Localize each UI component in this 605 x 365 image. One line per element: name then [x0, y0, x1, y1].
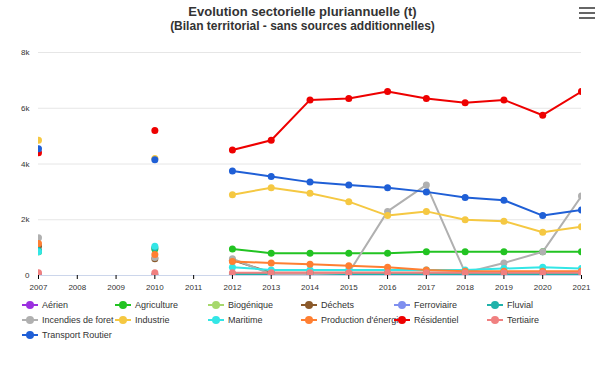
- html-text:Evolution sectorielle pluriann: Evolution sectorielle pluriannuelle (t): [188, 4, 417, 19]
- html-text:Biogénique: Biogénique: [228, 299, 273, 310]
- svg-text:2014: 2014: [301, 283, 319, 292]
- html-text:Incendies de foret: Incendies de foret: [42, 314, 114, 325]
- svg-text:4k: 4k: [21, 160, 30, 169]
- svg-text:2020: 2020: [534, 283, 552, 292]
- svg-text:2017: 2017: [417, 283, 435, 292]
- html-text:Tertiaire: Tertiaire: [507, 314, 539, 325]
- svg-text:2007: 2007: [30, 283, 48, 292]
- html-text:Production d'énergie: Production d'énergie: [321, 314, 404, 325]
- svg-text:2011: 2011: [185, 283, 203, 292]
- svg-text:2018: 2018: [456, 283, 474, 292]
- svg-text:2016: 2016: [379, 283, 397, 292]
- html-text:(Bilan territorial - sans sour: (Bilan territorial - sans sources additi…: [170, 19, 435, 33]
- svg-text:2009: 2009: [107, 283, 125, 292]
- html-text:Maritime: Maritime: [228, 314, 263, 325]
- svg-text:2019: 2019: [495, 283, 513, 292]
- html-text:Aérien: Aérien: [42, 299, 68, 310]
- html-text:Transport Routier: Transport Routier: [42, 329, 112, 340]
- svg-text:0: 0: [25, 271, 30, 280]
- svg-text:8k: 8k: [21, 48, 30, 57]
- html-text:Industrie: Industrie: [135, 314, 170, 325]
- svg-text:2010: 2010: [146, 283, 164, 292]
- html-text:Résidentiel: Résidentiel: [414, 314, 459, 325]
- html-text:Ferroviaire: Ferroviaire: [414, 299, 457, 310]
- html-text:Agriculture: Agriculture: [135, 299, 178, 310]
- html-text:Fluvial: Fluvial: [507, 299, 533, 310]
- svg-text:2021: 2021: [573, 283, 591, 292]
- svg-text:2k: 2k: [21, 215, 30, 224]
- svg-text:6k: 6k: [21, 104, 30, 113]
- html-text:Déchets: Déchets: [321, 299, 354, 310]
- svg-text:2008: 2008: [68, 283, 86, 292]
- svg-text:2012: 2012: [224, 283, 242, 292]
- svg-text:2015: 2015: [340, 283, 358, 292]
- svg-text:2013: 2013: [262, 283, 280, 292]
